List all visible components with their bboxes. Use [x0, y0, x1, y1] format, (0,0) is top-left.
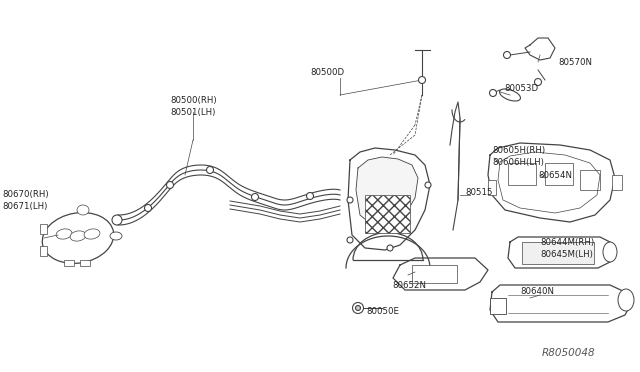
Circle shape: [207, 167, 214, 173]
Polygon shape: [356, 157, 418, 228]
Text: 80645M(LH): 80645M(LH): [540, 250, 593, 259]
Bar: [40, 224, 47, 234]
Circle shape: [307, 192, 314, 199]
Text: 80671(LH): 80671(LH): [2, 202, 47, 211]
Ellipse shape: [603, 242, 617, 262]
Bar: [580, 170, 600, 190]
Bar: [40, 246, 47, 256]
Ellipse shape: [70, 231, 86, 241]
Polygon shape: [490, 285, 632, 322]
Circle shape: [252, 193, 259, 201]
Circle shape: [490, 90, 497, 96]
Text: 80644M(RH): 80644M(RH): [540, 237, 594, 247]
Circle shape: [145, 205, 152, 212]
Bar: [80, 260, 90, 266]
Bar: [488, 180, 496, 195]
Circle shape: [504, 51, 511, 58]
Polygon shape: [525, 38, 555, 60]
Text: 80515: 80515: [465, 187, 493, 196]
Ellipse shape: [77, 205, 89, 215]
Circle shape: [347, 197, 353, 203]
Polygon shape: [348, 148, 430, 250]
Circle shape: [387, 245, 393, 251]
Ellipse shape: [56, 229, 72, 239]
Bar: [490, 298, 506, 314]
Text: 80640N: 80640N: [520, 288, 554, 296]
Bar: [64, 260, 74, 266]
Bar: [545, 163, 573, 185]
Text: 80053D: 80053D: [504, 83, 538, 93]
Polygon shape: [393, 258, 488, 290]
Text: 80670(RH): 80670(RH): [2, 189, 49, 199]
Text: 80605H(RH): 80605H(RH): [492, 145, 545, 154]
Circle shape: [112, 215, 122, 225]
Ellipse shape: [84, 229, 100, 239]
Ellipse shape: [618, 289, 634, 311]
Bar: [508, 163, 536, 185]
Circle shape: [419, 77, 426, 83]
Polygon shape: [488, 143, 615, 222]
Text: 80500(RH): 80500(RH): [170, 96, 216, 105]
Circle shape: [425, 182, 431, 188]
Bar: [365, 195, 410, 233]
Text: 80652N: 80652N: [392, 280, 426, 289]
Bar: [412, 265, 457, 283]
Text: 80050E: 80050E: [366, 308, 399, 317]
Polygon shape: [508, 237, 615, 268]
Circle shape: [347, 237, 353, 243]
Circle shape: [166, 182, 173, 189]
Ellipse shape: [42, 213, 114, 263]
Bar: [522, 242, 594, 264]
Bar: [612, 175, 622, 190]
Text: R8050048: R8050048: [541, 348, 595, 358]
Text: 80606H(LH): 80606H(LH): [492, 157, 544, 167]
Text: 80654N: 80654N: [538, 170, 572, 180]
Ellipse shape: [500, 89, 520, 101]
Text: 80501(LH): 80501(LH): [170, 108, 216, 116]
Ellipse shape: [110, 232, 122, 240]
Circle shape: [534, 78, 541, 86]
Text: 80500D: 80500D: [310, 67, 344, 77]
Circle shape: [353, 302, 364, 314]
Circle shape: [355, 305, 360, 311]
Text: 80570N: 80570N: [558, 58, 592, 67]
